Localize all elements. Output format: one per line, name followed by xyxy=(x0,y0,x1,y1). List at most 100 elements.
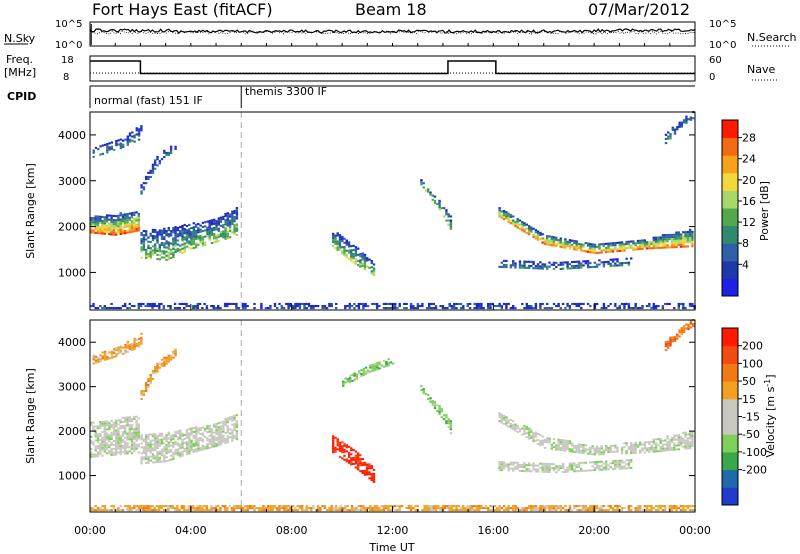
range-gate-cell xyxy=(137,227,140,230)
range-gate-cell xyxy=(414,307,417,310)
range-gate-cell xyxy=(363,253,367,256)
range-gate-cell xyxy=(422,390,425,393)
range-gate-cell xyxy=(361,462,364,464)
range-gate-cell xyxy=(210,428,214,431)
range-gate-cell xyxy=(487,509,490,512)
range-gate-cell xyxy=(178,307,181,310)
range-gate-cell xyxy=(670,438,674,441)
range-gate-cell xyxy=(110,147,114,150)
range-gate-cell xyxy=(666,240,669,243)
range-gate-cell xyxy=(262,509,265,512)
range-gate-cell xyxy=(94,453,97,456)
range-gate-cell xyxy=(115,421,118,424)
range-gate-cell xyxy=(348,375,352,378)
range-gate-cell xyxy=(233,424,236,427)
range-gate-cell xyxy=(686,241,690,244)
range-gate-cell xyxy=(498,412,501,415)
range-gate-cell xyxy=(611,468,615,471)
range-gate-cell xyxy=(222,438,225,441)
range-gate-cell xyxy=(566,509,569,512)
range-gate-cell xyxy=(666,238,669,241)
range-gate-cell xyxy=(667,135,670,138)
range-gate-cell xyxy=(532,434,535,437)
range-gate-cell xyxy=(176,507,179,510)
range-gate-cell xyxy=(149,234,152,237)
range-gate-cell xyxy=(215,224,218,227)
range-gate-cell xyxy=(616,446,619,449)
range-gate-cell xyxy=(101,215,104,218)
range-gate-cell xyxy=(580,302,583,305)
range-gate-cell xyxy=(156,461,159,463)
range-gate-cell xyxy=(657,438,660,441)
range-gate-cell xyxy=(160,442,164,445)
range-gate-cell xyxy=(534,237,538,240)
range-gate-cell xyxy=(496,509,499,512)
range-gate-cell xyxy=(312,307,315,310)
range-gate-cell xyxy=(609,250,612,253)
range-gate-cell xyxy=(96,433,100,436)
range-gate-cell xyxy=(183,244,186,247)
range-gate-cell xyxy=(167,356,170,359)
range-gate-cell xyxy=(99,443,102,445)
range-gate-cell xyxy=(630,509,633,512)
range-gate-cell xyxy=(607,246,610,249)
range-gate-cell xyxy=(151,433,155,436)
range-gate-cell xyxy=(217,235,220,238)
range-gate-cell xyxy=(502,209,506,212)
range-gate-cell xyxy=(611,507,615,510)
range-gate-cell xyxy=(676,337,679,340)
range-gate-cell xyxy=(473,307,476,310)
range-gate-cell xyxy=(670,505,674,508)
range-gate-cell xyxy=(92,223,95,226)
range-gate-cell xyxy=(684,233,687,236)
range-gate-cell xyxy=(652,440,655,443)
range-gate-cell xyxy=(142,248,146,251)
range-gate-cell xyxy=(598,468,601,471)
range-gate-cell xyxy=(548,441,551,444)
range-gate-cell xyxy=(546,505,549,508)
range-gate-cell xyxy=(675,241,678,244)
range-gate-cell xyxy=(409,505,413,508)
range-gate-cell xyxy=(541,464,544,467)
range-gate-cell xyxy=(145,434,148,436)
range-gate-cell xyxy=(94,431,97,434)
range-gate-cell xyxy=(543,462,547,465)
range-gate-cell xyxy=(600,251,603,254)
range-gate-cell xyxy=(440,207,443,210)
range-gate-cell xyxy=(502,509,506,512)
range-gate-cell xyxy=(280,505,283,508)
range-gate-cell xyxy=(382,359,386,362)
range-gate-cell xyxy=(231,214,234,217)
range-gate-cell xyxy=(156,231,159,234)
range-gate-cell xyxy=(652,236,655,239)
range-gate-cell xyxy=(201,307,204,310)
range-gate-cell xyxy=(552,236,556,239)
range-gate-cell xyxy=(500,463,503,466)
range-gate-cell xyxy=(142,392,146,394)
range-gate-cell xyxy=(341,449,344,452)
range-gate-cell xyxy=(145,450,148,452)
range-gate-cell xyxy=(179,244,182,247)
range-gate-cell xyxy=(453,302,456,305)
range-gate-cell xyxy=(609,507,612,510)
range-gate-cell xyxy=(552,261,556,264)
range-gate-cell xyxy=(321,305,324,308)
range-gate-cell xyxy=(584,262,587,265)
range-gate-cell xyxy=(119,307,122,310)
range-gate-cell xyxy=(206,230,209,233)
range-gate-cell xyxy=(103,426,106,429)
range-gate-cell xyxy=(151,372,155,374)
range-gate-cell xyxy=(505,211,508,214)
range-gate-cell xyxy=(580,461,583,464)
range-gate-cell xyxy=(605,261,608,264)
range-gate-cell xyxy=(115,347,118,350)
range-gate-cell xyxy=(636,242,640,245)
range-gate-cell xyxy=(357,460,360,463)
range-gate-cell xyxy=(217,430,220,433)
range-gate-cell xyxy=(396,307,399,310)
range-gate-cell xyxy=(121,438,125,441)
range-gate-cell xyxy=(360,302,363,305)
range-gate-cell xyxy=(108,444,111,447)
range-gate-cell xyxy=(187,505,190,508)
range-gate-cell xyxy=(586,242,590,245)
